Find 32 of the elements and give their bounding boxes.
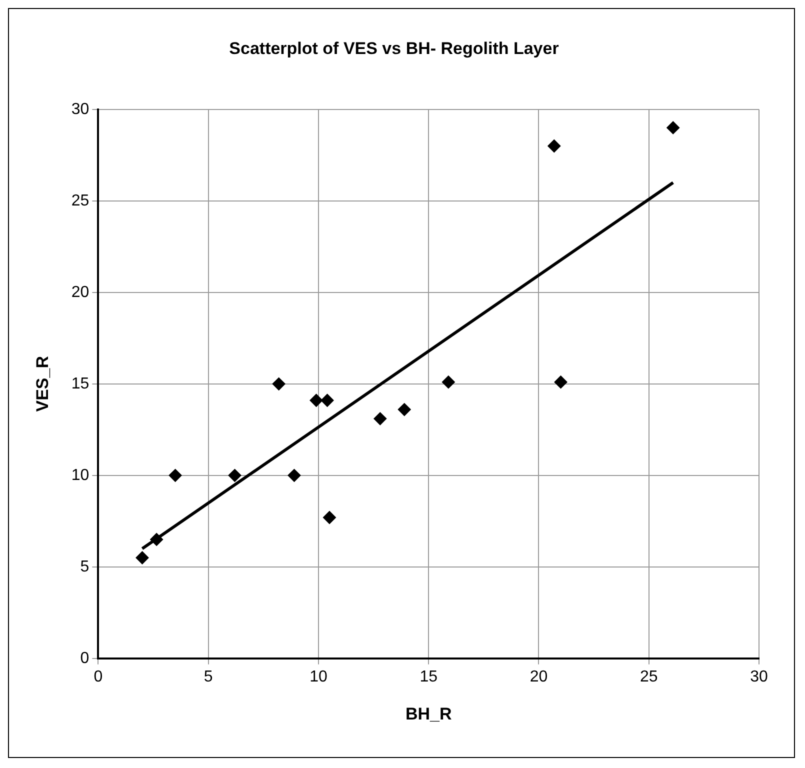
point [320,394,334,407]
x-tick-label: 25 [640,668,658,686]
chart-title: Scatterplot of VES vs BH- Regolith Layer [229,38,560,58]
point [554,376,568,389]
point [442,376,455,389]
point [228,468,242,482]
point [288,468,301,482]
point [322,510,336,524]
y-tick-label: 30 [71,100,90,118]
x-axis-title: BH_R [405,704,452,724]
y-tick-label: 15 [71,375,90,392]
point [272,377,286,390]
point [398,403,411,416]
point [168,468,182,482]
x-tick-label: 20 [530,668,548,686]
y-tick-label: 20 [71,284,90,301]
y-axis-title: VES_R [32,356,52,412]
y-tick-label: 10 [71,466,90,484]
point [548,140,561,152]
point [666,121,680,134]
y-tick-label: 0 [80,650,90,667]
point [150,532,164,546]
x-tick-label: 10 [310,668,328,686]
x-tick-label: 0 [94,668,103,686]
x-tick-label: 5 [204,668,213,686]
point [136,551,149,564]
x-tick-label: 30 [750,668,768,686]
point [310,394,323,407]
point [374,412,387,426]
x-tick-label: 15 [420,668,438,686]
y-tick-label: 25 [71,192,90,210]
y-tick-label: 5 [80,558,90,576]
